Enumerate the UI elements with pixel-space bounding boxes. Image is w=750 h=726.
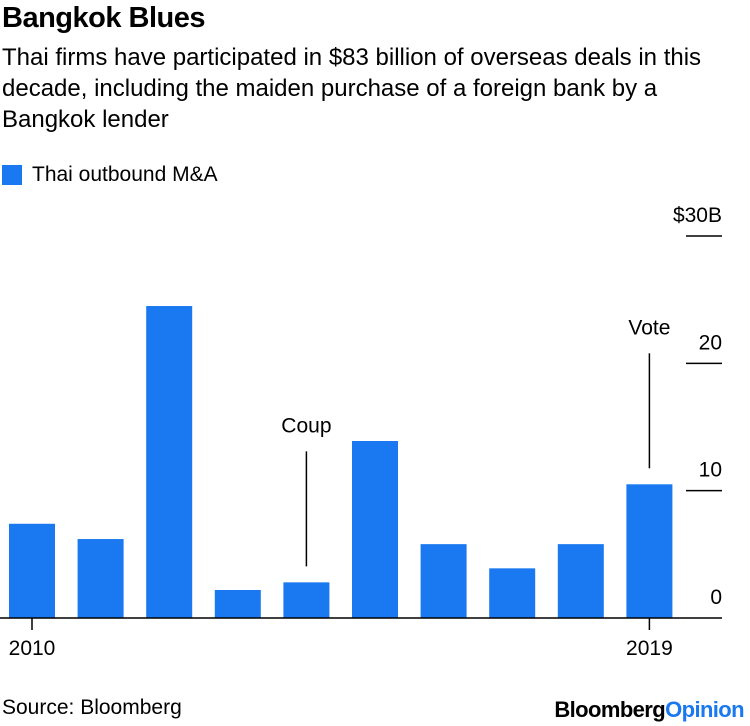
bar-2014 [283, 582, 330, 618]
annotation-label: Coup [281, 414, 331, 437]
chart-title: Bangkok Blues [2, 2, 206, 34]
bar-2015 [352, 441, 398, 618]
y-tick-label: 20 [699, 331, 722, 354]
bar-2017 [489, 568, 536, 618]
bar-2019 [626, 484, 673, 618]
legend-swatch [2, 165, 22, 185]
y-tick-label: 0 [710, 586, 722, 609]
bar-2013 [214, 589, 261, 618]
chart-subtitle: Thai firms have participated in $83 bill… [2, 44, 702, 133]
y-tick-label: 10 [699, 459, 722, 482]
x-tick-label: 2010 [9, 637, 56, 660]
brand-bloomberg: Bloomberg [554, 697, 666, 722]
x-tick-label: 2019 [626, 637, 673, 660]
bar-2012 [146, 306, 193, 618]
legend-label: Thai outbound M&A [32, 163, 218, 186]
bar-2010 [9, 523, 55, 618]
annotation-label: Vote [628, 316, 670, 339]
source-note: Source: Bloomberg [2, 696, 182, 719]
y-tick-label: $30B [673, 204, 722, 227]
brand-opinion: Opinion [665, 697, 745, 722]
bar-2011 [77, 539, 124, 618]
bar-2016 [420, 544, 467, 618]
bar-2018 [557, 544, 604, 618]
legend: Thai outbound M&A [2, 163, 218, 187]
brand-logo: BloombergOpinion [554, 697, 744, 723]
